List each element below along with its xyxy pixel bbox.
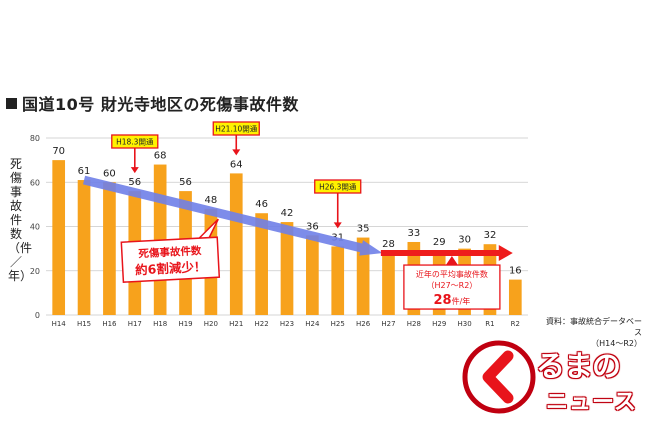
chart-title-text: 国道10号 財光寺地区の死傷事故件数	[22, 95, 299, 114]
x-tick-label: H27	[381, 320, 395, 328]
average-value: 28	[433, 293, 451, 308]
bar	[52, 160, 66, 315]
y-tick-label: 0	[35, 311, 40, 320]
opening-arrow-head	[333, 222, 342, 229]
logo-text-top: るまの	[536, 349, 621, 383]
source-line-1: 資料：事故統合データベース	[546, 317, 642, 337]
bar	[280, 222, 294, 315]
opening-callout-label: H26.3開通	[319, 182, 357, 192]
x-tick-label: H20	[204, 320, 218, 328]
y-tick-label: 40	[30, 223, 40, 232]
bar	[229, 173, 243, 315]
x-tick-label: R1	[485, 320, 494, 328]
average-callout-line-2: （H27～R2）	[426, 281, 477, 290]
data-label: 36	[306, 221, 319, 232]
opening-callout-label: H21.10開通	[215, 124, 258, 134]
x-tick-label: H15	[77, 320, 91, 328]
x-tick-label: H17	[128, 320, 142, 328]
bar	[382, 253, 395, 315]
data-label: 68	[154, 151, 167, 162]
data-label: 30	[458, 235, 471, 246]
reduction-callout-line-2: 約6割減少！	[135, 259, 207, 278]
opening-callout-label: H18.3開通	[116, 137, 154, 147]
x-tick-labels: H14 H15 H16 H17 H18 H19 H20 H21 H22 H23 H24 H25 H26 H…	[52, 320, 520, 328]
source-note: 資料：事故統合データベース （H14～R2）	[546, 316, 642, 349]
x-tick-label: R2	[511, 320, 520, 328]
x-tick-label: H29	[432, 320, 446, 328]
reduction-callout-bubble	[120, 218, 221, 283]
data-label: 56	[128, 177, 141, 188]
x-tick-label: H24	[305, 320, 320, 328]
bar	[103, 182, 116, 315]
reduction-arrow	[83, 175, 383, 256]
source-line-2: （H14～R2）	[591, 339, 642, 348]
bar	[255, 213, 268, 315]
data-label: 28	[382, 239, 395, 250]
x-tick-label: H25	[331, 320, 345, 328]
x-tick-label: H14	[52, 320, 67, 328]
data-label: 46	[255, 199, 268, 210]
kuruma-logo-icon	[462, 340, 536, 414]
x-tick-label: H16	[102, 320, 117, 328]
reduction-callout-line-1: 死傷事故件数	[137, 244, 202, 260]
data-label: 16	[509, 266, 522, 277]
bar	[508, 279, 522, 315]
data-label: 64	[230, 159, 243, 170]
x-tick-label: H23	[280, 320, 294, 328]
x-tick-label: H28	[407, 320, 421, 328]
data-label: 61	[78, 166, 91, 177]
data-label: 29	[433, 237, 446, 248]
bar	[77, 180, 91, 315]
average-unit: 件/年	[452, 296, 471, 306]
opening-arrow-head	[130, 167, 139, 174]
y-axis-label: 死傷事故件数（件／年）	[8, 157, 33, 283]
y-tick-label: 80	[30, 134, 40, 143]
x-tick-label: H30	[457, 320, 471, 328]
logo-text-bottom: ニュース	[546, 390, 637, 415]
chart-title: 国道10号 財光寺地区の死傷事故件数	[6, 91, 299, 115]
x-tick-label: H26	[356, 320, 371, 328]
data-label: 70	[52, 146, 65, 157]
data-label: 35	[357, 224, 370, 235]
bar	[331, 246, 345, 315]
bar	[306, 235, 319, 315]
data-label: 33	[407, 228, 420, 239]
average-callout-line-3: 28件/年	[433, 293, 470, 308]
y-tick-label: 60	[30, 178, 40, 187]
y-tick-label: 20	[30, 267, 40, 276]
data-label: 60	[103, 168, 116, 179]
data-label: 56	[179, 177, 192, 188]
x-tick-label: H19	[178, 320, 192, 328]
average-arrow	[380, 245, 513, 262]
data-label: 42	[281, 208, 294, 219]
bar	[356, 237, 370, 315]
average-callout-box	[403, 264, 501, 310]
x-tick-label: H18	[153, 320, 167, 328]
average-callout-line-1: 近年の平均事故件数	[416, 269, 488, 279]
square-bullet-icon	[6, 98, 17, 109]
data-label: 32	[484, 230, 497, 241]
x-tick-label: H22	[255, 320, 269, 328]
opening-arrow-head	[232, 149, 241, 156]
data-label: 48	[205, 195, 218, 206]
average-callout-pointer	[445, 256, 458, 266]
y-tick-labels: 0 20 40 60 80	[30, 134, 40, 320]
x-tick-label: H21	[229, 320, 243, 328]
